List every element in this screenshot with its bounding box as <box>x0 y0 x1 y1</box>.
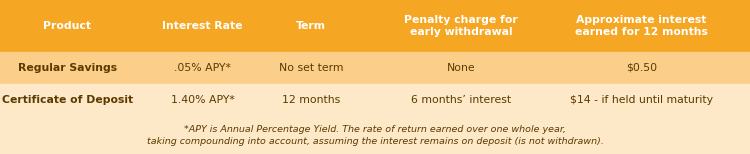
Text: *APY is Annual Percentage Yield. The rate of return earned over one whole year,
: *APY is Annual Percentage Yield. The rat… <box>146 125 604 146</box>
Text: $0.50: $0.50 <box>626 63 657 73</box>
Bar <box>0 0 750 52</box>
Text: Approximate interest
earned for 12 months: Approximate interest earned for 12 month… <box>574 15 708 37</box>
Text: 6 months’ interest: 6 months’ interest <box>411 95 512 105</box>
Text: No set term: No set term <box>279 63 344 73</box>
Text: Term: Term <box>296 21 326 31</box>
Text: Regular Savings: Regular Savings <box>18 63 117 73</box>
Text: 1.40% APY*: 1.40% APY* <box>170 95 234 105</box>
Bar <box>0 116 750 154</box>
Text: 12 months: 12 months <box>282 95 340 105</box>
Text: Certificate of Deposit: Certificate of Deposit <box>2 95 133 105</box>
Bar <box>0 84 750 116</box>
Bar <box>0 52 750 84</box>
Text: Interest Rate: Interest Rate <box>162 21 243 31</box>
Text: Product: Product <box>44 21 92 31</box>
Text: None: None <box>447 63 476 73</box>
Text: Penalty charge for
early withdrawal: Penalty charge for early withdrawal <box>404 15 518 37</box>
Text: $14 - if held until maturity: $14 - if held until maturity <box>570 95 712 105</box>
Text: .05% APY*: .05% APY* <box>174 63 231 73</box>
